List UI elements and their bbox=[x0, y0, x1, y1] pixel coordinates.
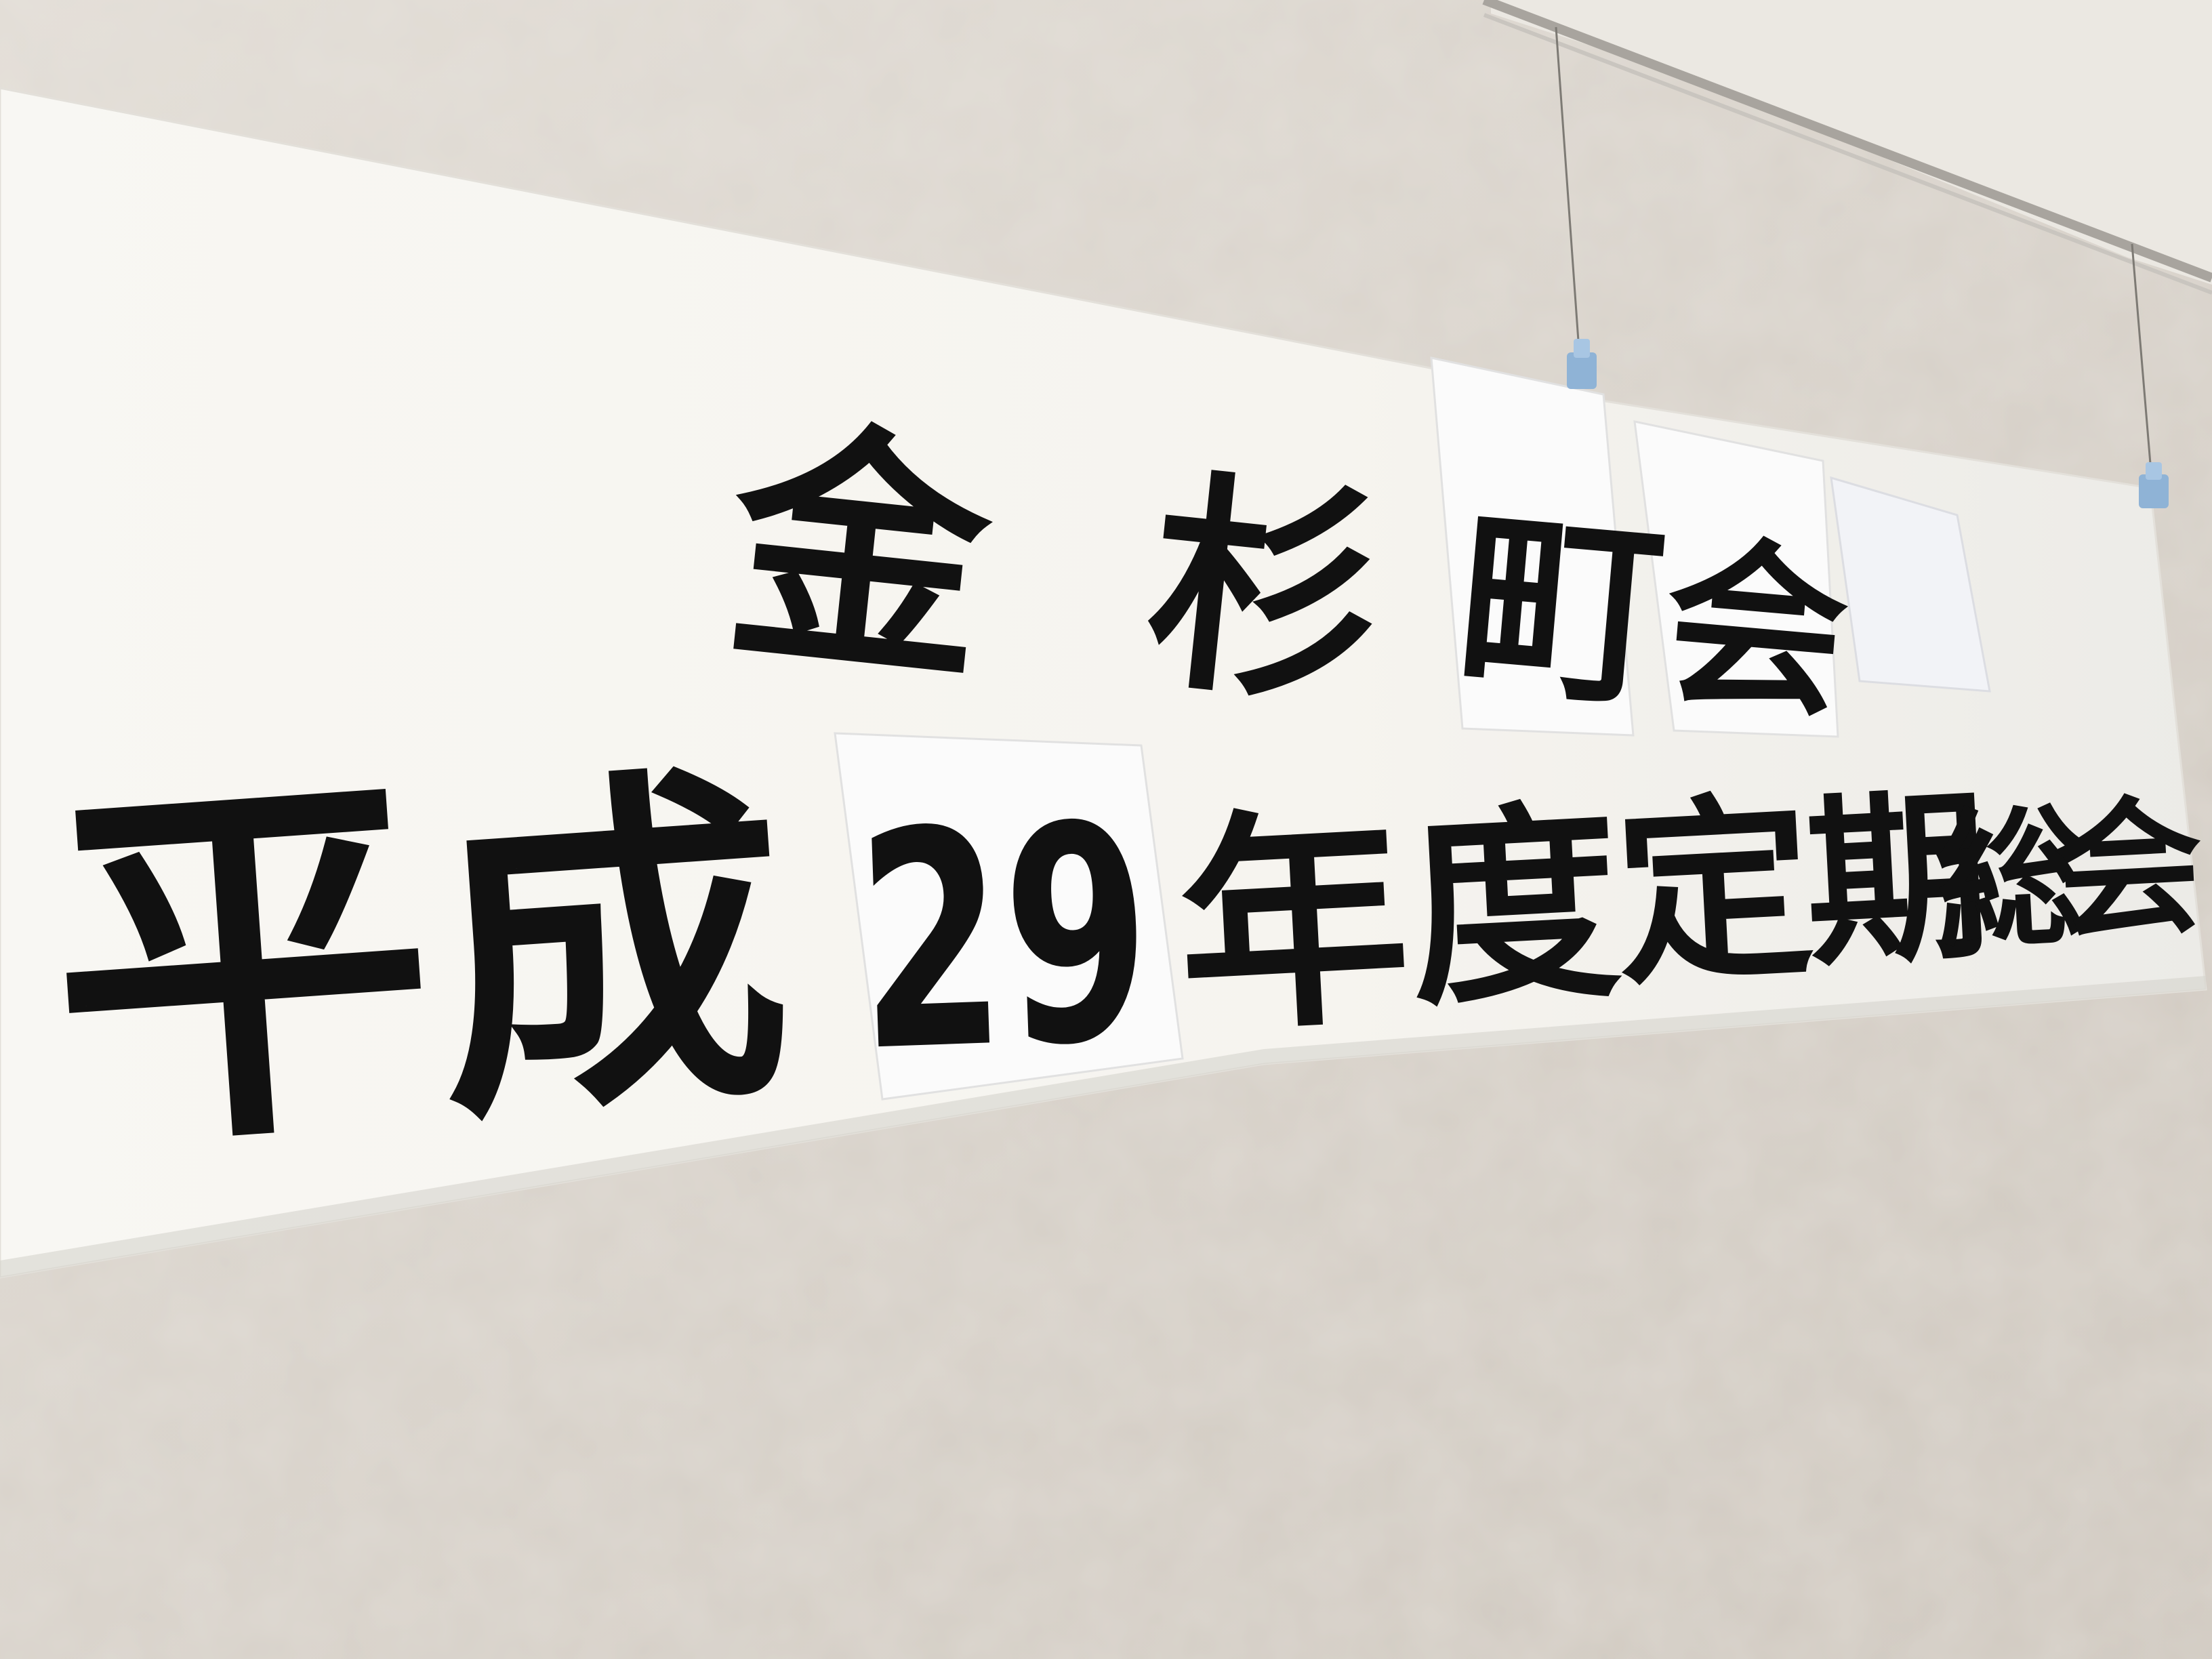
banner-char-kai-top: 会 bbox=[1655, 513, 1856, 743]
banner-char-do: 度 bbox=[1403, 779, 1626, 1036]
banner-char-sei: 成 bbox=[421, 730, 801, 1168]
banner-char-kai-bottom: 会 bbox=[2049, 777, 2207, 960]
banner-char-nen: 年 bbox=[1171, 783, 1415, 1065]
banner-char-sugi: 杉 bbox=[1136, 447, 1394, 739]
banner-char-hei: 平 bbox=[37, 730, 447, 1201]
banner-char-kane: 金 bbox=[712, 389, 1007, 718]
banner-char-tei: 定 bbox=[1610, 772, 1818, 1012]
banner-char-machi: 町 bbox=[1450, 480, 1673, 737]
banner-char-sou: 総 bbox=[1931, 787, 2089, 970]
banner-char-ki: 期 bbox=[1801, 767, 1994, 992]
banner-number-29: 29 bbox=[853, 760, 1156, 1118]
